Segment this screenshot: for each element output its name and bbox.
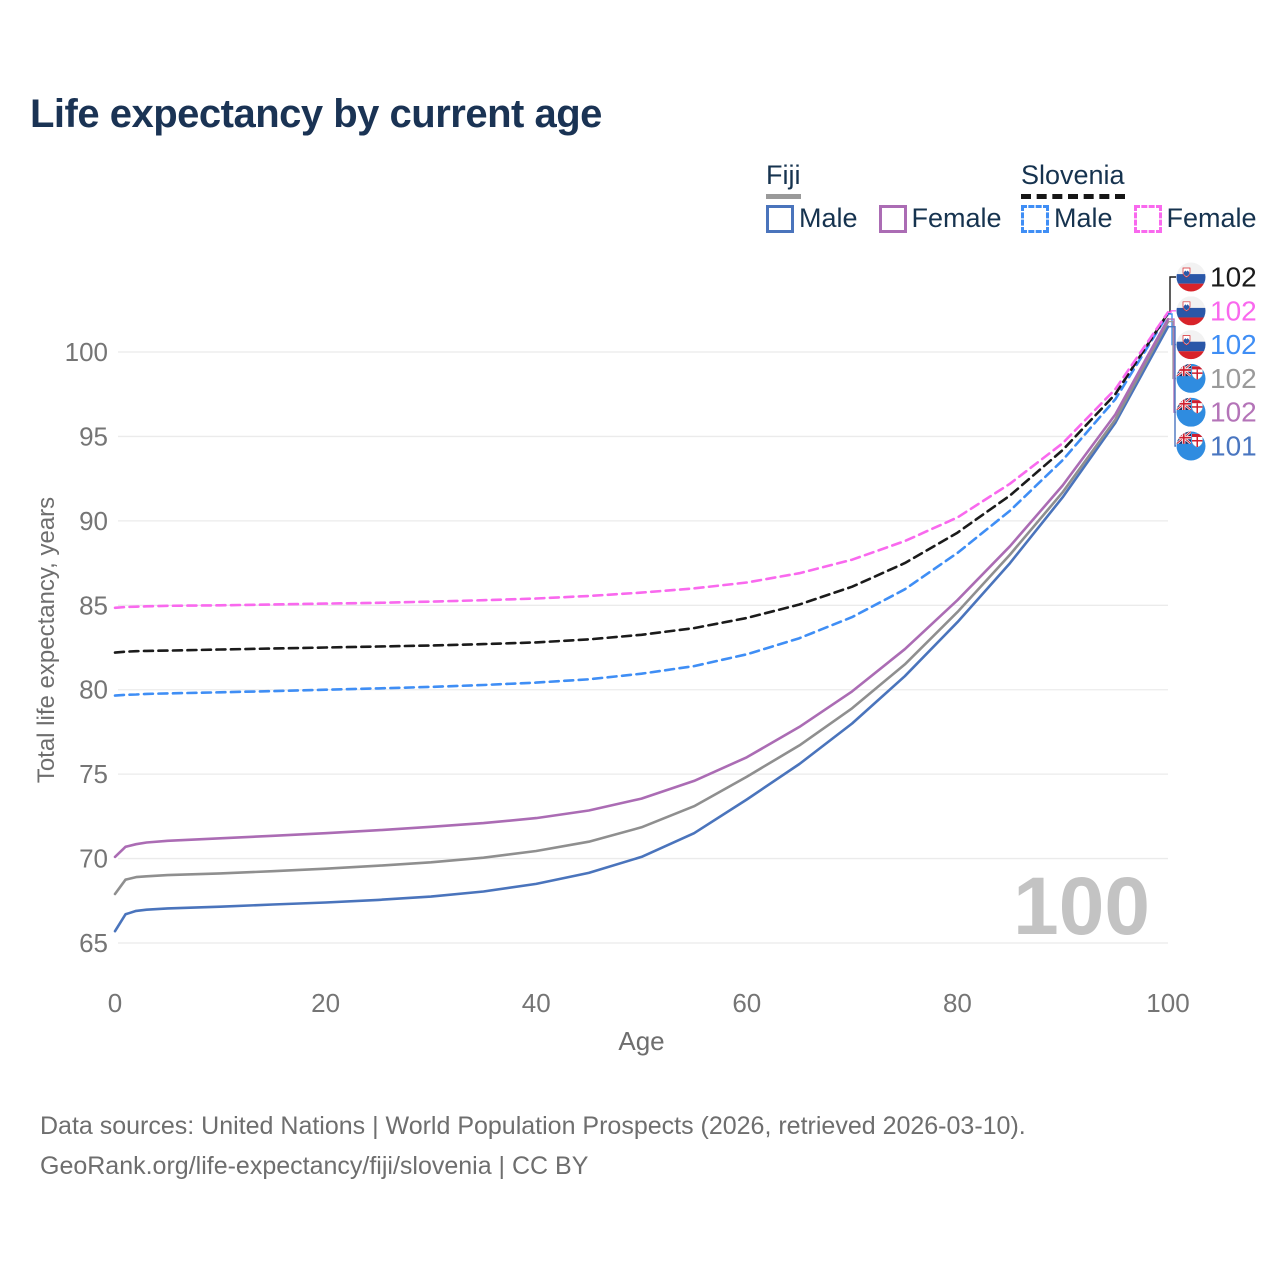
series-line-fiji-both-sexes[interactable] <box>113 320 1170 896</box>
y-tick-75: 75 <box>79 759 108 789</box>
legend-group-label-slovenia: Slovenia <box>1021 160 1125 199</box>
footer-data-sources: Data sources: United Nations | World Pop… <box>40 1112 1026 1140</box>
x-tick-100: 100 <box>1146 988 1189 1018</box>
end-label-slovenia-both-sexes: 102 <box>1210 262 1257 293</box>
legend-item-slovenia-male[interactable]: Male <box>1021 203 1113 234</box>
y-tick-90: 90 <box>79 506 108 536</box>
footer: Data sources: United Nations | World Pop… <box>40 1106 1026 1186</box>
age-counter-watermark: 100 <box>1013 861 1150 952</box>
legend-item-label: Female <box>911 203 1002 233</box>
slovenia-flag-icon <box>1176 330 1206 360</box>
legend-group-slovenia: Slovenia <box>1021 160 1125 199</box>
y-tick-70: 70 <box>79 844 108 874</box>
leader-line-slovenia-both-sexes <box>1168 276 1176 314</box>
x-tick-60: 60 <box>732 988 761 1018</box>
end-label-fiji-both-sexes: 102 <box>1210 363 1257 394</box>
series-line-slovenia-female[interactable] <box>113 310 1170 610</box>
legend-item-label: Male <box>799 203 858 233</box>
legend-item-slovenia-female[interactable]: Female <box>1133 203 1257 234</box>
series-line-slovenia-both-sexes[interactable] <box>113 311 1170 654</box>
fiji-flag-icon <box>1176 431 1206 461</box>
footer-attribution: GeoRank.org/life-expectancy/fiji/sloveni… <box>40 1152 589 1180</box>
end-label-fiji-male: 101 <box>1210 431 1257 462</box>
page-title: Life expectancy by current age <box>30 92 602 136</box>
slovenia-flag-icon <box>1176 296 1206 326</box>
y-tick-65: 65 <box>79 928 108 958</box>
legend-item-fiji-female[interactable]: Female <box>878 203 1002 234</box>
y-tick-100: 100 <box>65 337 108 367</box>
legend-items-slovenia: Male Female <box>1021 203 1257 234</box>
fiji-flag-icon <box>1176 363 1206 393</box>
legend-swatch-slovenia-male-icon <box>1021 204 1049 233</box>
legend-group-fiji: Fiji <box>766 160 801 199</box>
y-tick-85: 85 <box>79 590 108 620</box>
x-tick-0: 0 <box>108 988 122 1018</box>
legend-items-fiji: Male Female <box>766 203 1002 234</box>
end-label-slovenia-male: 102 <box>1210 329 1257 360</box>
end-label-fiji-female: 102 <box>1210 397 1257 428</box>
x-tick-80: 80 <box>943 988 972 1018</box>
x-axis-title: Age <box>618 1026 665 1056</box>
y-tick-95: 95 <box>79 421 108 451</box>
series-line-fiji-female[interactable] <box>113 317 1170 859</box>
x-tick-20: 20 <box>311 988 340 1018</box>
legend-group-label-fiji: Fiji <box>766 160 801 199</box>
leader-line-fiji-male <box>1168 326 1176 447</box>
legend-swatch-fiji-female-icon <box>878 204 907 233</box>
legend-item-fiji-male[interactable]: Male <box>766 203 858 234</box>
y-axis-title: Total life expectancy, years <box>33 496 60 784</box>
legend-swatch-slovenia-female-icon <box>1133 204 1162 233</box>
fiji-flag-icon <box>1176 397 1206 427</box>
legend-item-label: Female <box>1166 203 1257 233</box>
x-tick-40: 40 <box>522 988 551 1018</box>
leader-line-slovenia-female <box>1168 310 1176 313</box>
series-line-slovenia-male[interactable] <box>113 312 1170 697</box>
slovenia-flag-icon <box>1176 262 1206 292</box>
legend-swatch-fiji-male-icon <box>766 204 794 233</box>
y-tick-80: 80 <box>79 675 108 705</box>
series-line-fiji-male[interactable] <box>113 325 1170 933</box>
end-label-slovenia-female: 102 <box>1210 295 1257 326</box>
legend-item-label: Male <box>1054 203 1113 233</box>
